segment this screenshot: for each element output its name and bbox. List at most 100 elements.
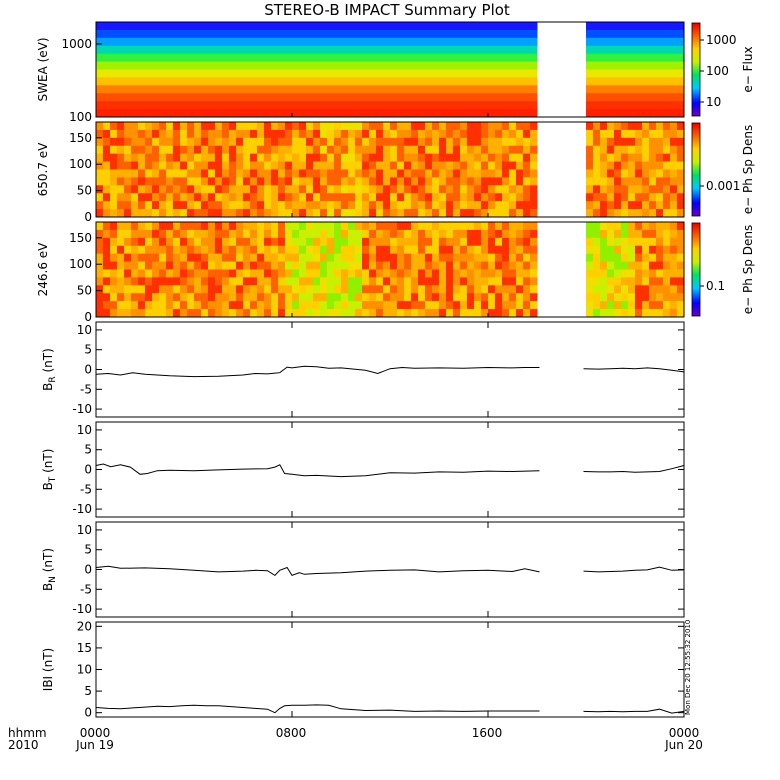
spectrogram-cell	[215, 93, 223, 102]
spectrogram-cell	[635, 145, 643, 155]
spectrogram-cell	[516, 269, 524, 278]
spectrogram-cell	[194, 129, 202, 139]
y-axis-label: BT (nT)	[41, 449, 58, 491]
spectrogram-cell	[586, 229, 594, 239]
spectrogram-cell	[677, 237, 685, 247]
spectrogram-cell	[341, 177, 349, 186]
spectrogram-cell	[432, 245, 440, 255]
spectrogram-cell	[278, 109, 286, 118]
spectrogram-cell	[348, 129, 356, 139]
spectrogram-cell	[320, 77, 328, 86]
spectrogram-cell	[670, 129, 678, 139]
spectrogram-cell	[530, 177, 538, 186]
spectrogram-cell	[390, 253, 398, 263]
spectrogram-cell	[124, 37, 132, 47]
spectrogram-cell	[271, 277, 279, 286]
spectrogram-cell	[432, 185, 440, 194]
spectrogram-cell	[173, 301, 181, 310]
spectrogram-cell	[432, 285, 440, 294]
spectrogram-cell	[194, 101, 202, 110]
spectrogram-cell	[481, 37, 489, 47]
spectrogram-cell	[642, 77, 650, 86]
spectrogram-cell	[467, 29, 475, 39]
spectrogram-cell	[334, 93, 342, 102]
spectrogram-cell	[278, 261, 286, 270]
spectrogram-cell	[474, 229, 482, 239]
spectrogram-cell	[299, 201, 307, 210]
spectrogram-cell	[390, 61, 398, 70]
spectrogram-cell	[628, 153, 636, 163]
spectrogram-cell	[222, 229, 230, 239]
spectrogram-cell	[264, 245, 272, 255]
spectrogram-cell	[376, 269, 384, 278]
spectrogram-cell	[180, 245, 188, 255]
spectrogram-cell	[425, 53, 433, 63]
generation-timestamp: Mon Dec 20 12:55:32 2010	[684, 620, 692, 715]
spectrogram-cell	[110, 129, 118, 139]
spectrogram-cell	[509, 137, 517, 147]
spectrogram-cell	[131, 145, 139, 155]
spectrogram-cell	[362, 245, 370, 255]
spectrogram-cell	[173, 153, 181, 163]
spectrogram-cell	[250, 245, 258, 255]
spectrogram-cell	[341, 85, 349, 94]
spectrogram-cell	[124, 137, 132, 147]
spectrogram-cell	[656, 309, 664, 318]
spectrogram-cell	[523, 122, 531, 131]
spectrogram-cell	[481, 101, 489, 110]
spectrogram-cell	[523, 309, 531, 318]
spectrogram-cell	[642, 169, 650, 178]
spectrogram-cell	[502, 185, 510, 194]
spectrogram-cell	[523, 85, 531, 94]
spectrogram-cell	[635, 45, 643, 55]
spectrogram-cell	[523, 93, 531, 102]
spectrogram-cell	[229, 269, 237, 278]
spectrogram-cell	[292, 53, 300, 63]
spectrogram-cell	[96, 122, 104, 131]
spectrogram-cell	[362, 201, 370, 210]
spectrogram-cell	[502, 137, 510, 147]
spectrogram-cell	[635, 53, 643, 63]
spectrogram-cell	[327, 309, 335, 318]
spectrogram-cell	[131, 285, 139, 294]
spectrogram-cell	[446, 193, 454, 202]
spectrogram-cell	[488, 22, 496, 31]
spectrogram-cell	[656, 153, 664, 163]
spectrogram-cell	[159, 153, 167, 163]
spectrogram-cell	[530, 245, 538, 255]
spectrogram-cell	[285, 209, 293, 218]
spectrogram-cell	[131, 293, 139, 302]
spectrogram-cell	[418, 53, 426, 63]
spectrogram-cell	[264, 22, 272, 31]
spectrogram-cell	[243, 229, 251, 239]
spectrogram-cell	[600, 153, 608, 163]
spectrogram-cell	[341, 293, 349, 302]
spectrogram-cell	[215, 77, 223, 86]
spectrogram-cell	[208, 309, 216, 318]
spectrogram-cell	[614, 109, 622, 118]
spectrogram-cell	[110, 237, 118, 247]
spectrogram-cell	[642, 229, 650, 239]
spectrogram-cell	[215, 185, 223, 194]
spectrogram-cell	[530, 277, 538, 286]
spectrogram-cell	[180, 185, 188, 194]
spectrogram-cell	[635, 293, 643, 302]
spectrogram-cell	[663, 93, 671, 102]
spectrogram-cell	[600, 301, 608, 310]
spectrogram-cell	[131, 137, 139, 147]
spectrogram-cell	[446, 253, 454, 263]
spectrogram-cell	[103, 93, 111, 102]
spectrogram-cell	[509, 169, 517, 178]
spectrogram-cell	[390, 77, 398, 86]
spectrogram-cell	[355, 222, 363, 231]
spectrogram-cell	[103, 261, 111, 270]
spectrogram-cell	[628, 129, 636, 139]
spectrogram-cell	[229, 145, 237, 155]
spectrogram-cell	[145, 122, 153, 131]
spectrogram-cell	[348, 109, 356, 118]
spectrogram-cell	[348, 45, 356, 55]
spectrogram-cell	[96, 61, 104, 70]
spectrogram-cell	[474, 53, 482, 63]
spectrogram-cell	[327, 45, 335, 55]
spectrogram-cell	[516, 69, 524, 78]
